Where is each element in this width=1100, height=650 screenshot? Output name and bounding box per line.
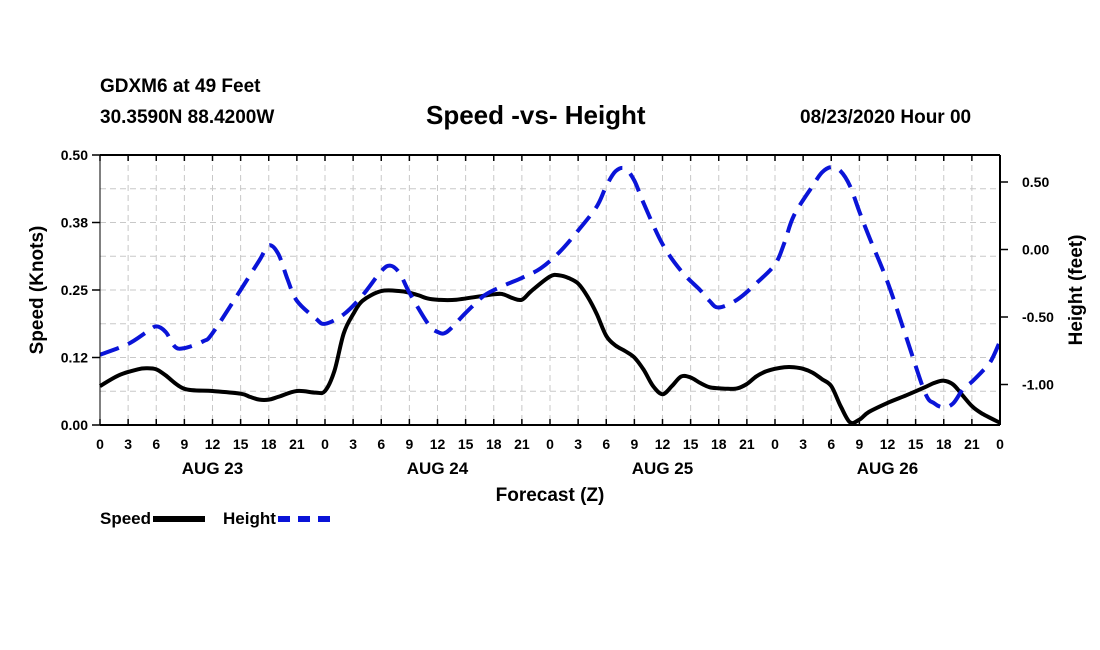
station-label: GDXM6 at 49 Feet <box>100 76 261 97</box>
right-axis-label: Height (feet) <box>1066 235 1087 346</box>
x-tick-label: 6 <box>152 436 160 452</box>
x-tick-label: 0 <box>996 436 1004 452</box>
left-tick-label: 0.50 <box>61 147 88 163</box>
left-axis-label: Speed (Knots) <box>27 226 48 355</box>
right-tick-label: 0.50 <box>1022 174 1049 190</box>
x-tick-label: 6 <box>827 436 835 452</box>
x-tick-label: 18 <box>711 436 727 452</box>
axes: 0 3 6 9 12 15 18 21 0 3 6 9 12 15 18 21 0 3 6 9 12 15 18 21 0 3 6 9… <box>61 147 1054 478</box>
height-series-line <box>99 165 1002 410</box>
x-tick-label: 12 <box>655 436 671 452</box>
grid <box>99 155 1001 425</box>
legend-height: Height <box>223 509 330 529</box>
coordinates-label: 30.3590N 88.4200W <box>100 107 275 128</box>
x-tick-label: 9 <box>180 436 188 452</box>
x-tick-label: 21 <box>964 436 980 452</box>
right-tick-label: -0.50 <box>1022 309 1054 325</box>
x-tick-label: 0 <box>96 436 104 452</box>
series-layer <box>98 165 1002 426</box>
x-tick-label: 18 <box>486 436 502 452</box>
x-tick-label: 3 <box>124 436 132 452</box>
legend-speed-swatch <box>153 516 206 522</box>
x-tick-label: 12 <box>205 436 221 452</box>
x-tick-label: 15 <box>233 436 249 452</box>
x-tick-label: 0 <box>321 436 329 452</box>
x-tick-label: 12 <box>880 436 896 452</box>
x-tick-label: 15 <box>908 436 924 452</box>
x-tick-label: 9 <box>855 436 863 452</box>
legend: Speed Height <box>100 508 348 530</box>
x-tick-label: 9 <box>630 436 638 452</box>
x-tick-label: 3 <box>574 436 582 452</box>
legend-height-swatch <box>277 516 330 522</box>
x-tick-label: 21 <box>289 436 305 452</box>
x-tick-label: 12 <box>430 436 446 452</box>
left-tick-label: 0.38 <box>61 215 88 231</box>
legend-speed-label: Speed <box>100 509 152 528</box>
date-label: AUG 26 <box>857 459 918 478</box>
date-label: AUG 24 <box>407 459 469 478</box>
forecast-datetime: 08/23/2020 Hour 00 <box>800 107 972 128</box>
x-tick-label: 9 <box>405 436 413 452</box>
x-tick-label: 21 <box>514 436 530 452</box>
right-tick-label: -1.00 <box>1022 377 1054 393</box>
x-tick-label: 18 <box>261 436 277 452</box>
left-tick-label: 0.25 <box>61 282 88 298</box>
speed-series-line <box>98 272 1001 426</box>
legend-speed: Speed <box>100 509 206 529</box>
x-tick-label: 21 <box>739 436 755 452</box>
legend-height-label: Height <box>223 509 276 528</box>
x-axis-label: Forecast (Z) <box>496 485 605 506</box>
left-tick-label: 0.00 <box>61 417 88 433</box>
x-tick-label: 0 <box>546 436 554 452</box>
x-tick-label: 6 <box>602 436 610 452</box>
x-tick-label: 3 <box>349 436 357 452</box>
x-tick-label: 0 <box>771 436 779 452</box>
date-label: AUG 23 <box>182 459 243 478</box>
x-tick-label: 15 <box>458 436 474 452</box>
x-tick-label: 15 <box>683 436 699 452</box>
x-tick-label: 18 <box>936 436 952 452</box>
date-label: AUG 25 <box>632 459 693 478</box>
x-tick-label: 6 <box>377 436 385 452</box>
chart-title: Speed -vs- Height <box>426 100 646 130</box>
x-tick-label: 3 <box>799 436 807 452</box>
left-tick-label: 0.12 <box>61 350 88 366</box>
right-tick-label: 0.00 <box>1022 242 1049 258</box>
